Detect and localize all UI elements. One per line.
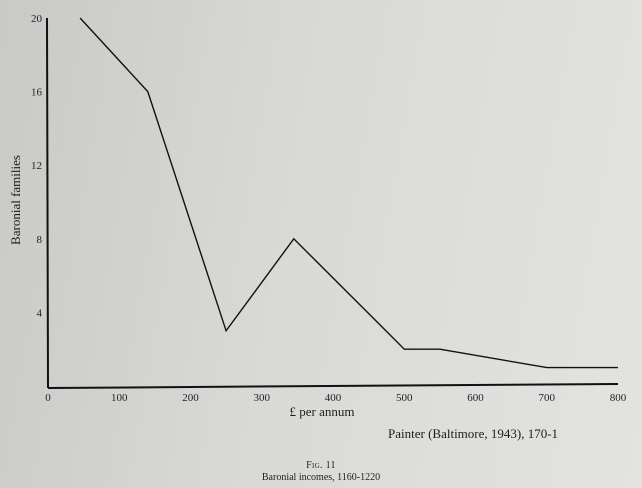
source-note: Painter (Baltimore, 1943), 170-1 xyxy=(388,426,559,441)
y-axis-label: Baronial families xyxy=(8,155,23,245)
y-tick-label-12: 12 xyxy=(31,160,42,172)
y-tick-label-20: 20 xyxy=(31,13,43,25)
series-lines xyxy=(79,17,618,369)
figure-label: Fig. 11 xyxy=(306,460,336,471)
x-axis-line xyxy=(47,383,619,389)
x-tick-label-200: 200 xyxy=(182,392,199,404)
tick-labels: 0 100 200 300 400 500 600 700 800 4 8 12 16 20 xyxy=(31,13,627,404)
y-tick-label-8: 8 xyxy=(37,234,43,246)
x-tick-label-300: 300 xyxy=(254,392,271,404)
x-tick-label-600: 600 xyxy=(467,392,484,404)
x-tick-label-700: 700 xyxy=(539,392,556,404)
x-tick-label-100: 100 xyxy=(111,392,128,404)
x-tick-label-500: 500 xyxy=(396,392,413,404)
figure-caption: Baronial incomes, 1160-1220 xyxy=(261,472,381,483)
x-tick-label-400: 400 xyxy=(325,392,342,404)
x-tick-label-0: 0 xyxy=(45,392,51,404)
y-axis-line xyxy=(46,17,49,389)
x-tick-label-800: 800 xyxy=(610,392,627,404)
y-tick-label-16: 16 xyxy=(31,87,43,99)
x-axis-label: £ per annum xyxy=(290,404,355,419)
y-tick-label-4: 4 xyxy=(37,307,43,319)
axes xyxy=(46,17,619,389)
series-line-1 xyxy=(79,17,618,369)
